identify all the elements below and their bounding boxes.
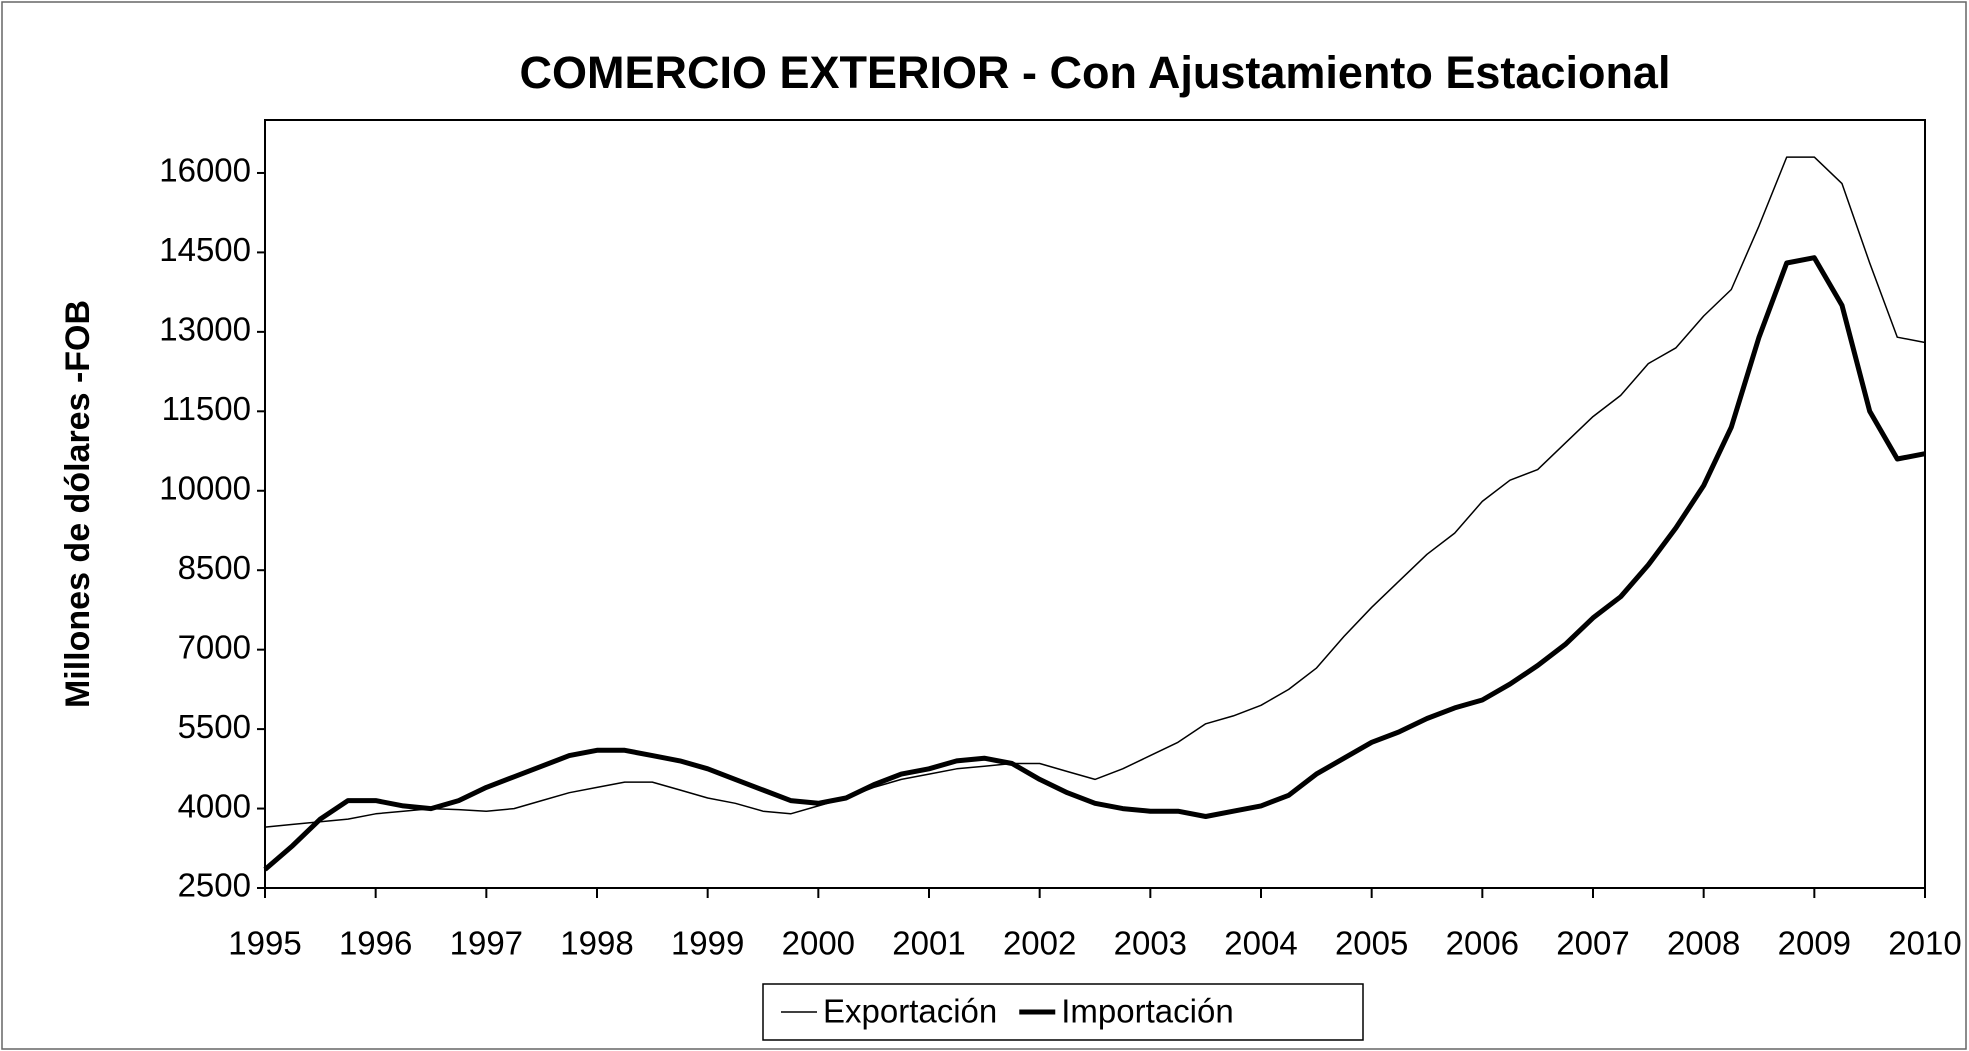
- series-line: [264, 156, 1926, 828]
- chart-title: COMERCIO EXTERIOR - Con Ajustamiento Est…: [520, 47, 1671, 98]
- y-tick-label: 2500: [178, 867, 251, 904]
- x-tick-label: 1998: [560, 925, 633, 962]
- x-tick-label: 1996: [339, 925, 412, 962]
- y-tick-label: 16000: [159, 152, 251, 189]
- y-tick-label: 10000: [159, 469, 251, 506]
- x-tick-label: 2006: [1446, 925, 1519, 962]
- legend-box: [762, 983, 1364, 1041]
- plot-frame: [264, 119, 1926, 889]
- x-tick-label: 2000: [782, 925, 855, 962]
- x-tick-label: 2002: [1003, 925, 1076, 962]
- y-tick-label: 5500: [178, 708, 251, 745]
- series-line: [263, 255, 1926, 872]
- x-tick-label: 2003: [1114, 925, 1187, 962]
- x-tick-label: 2010: [1888, 925, 1961, 962]
- y-tick-label: 13000: [159, 311, 251, 348]
- x-tick-label: 1995: [228, 925, 301, 962]
- x-tick-label: 2004: [1224, 925, 1297, 962]
- y-tick-label: 14500: [159, 231, 251, 268]
- y-axis-label: Millones de dólares -FOB: [59, 300, 97, 708]
- x-tick-label: 2008: [1667, 925, 1740, 962]
- x-tick-label: 1997: [450, 925, 523, 962]
- legend-label: Exportación: [823, 993, 997, 1030]
- x-tick-label: 2001: [892, 925, 965, 962]
- y-tick-label: 7000: [178, 628, 251, 665]
- legend-label: Importación: [1061, 993, 1233, 1030]
- x-tick-label: 2005: [1335, 925, 1408, 962]
- x-tick-label: 1999: [671, 925, 744, 962]
- x-tick-label: 2009: [1778, 925, 1851, 962]
- y-tick-label: 8500: [178, 549, 251, 586]
- y-tick-label: 4000: [178, 787, 251, 824]
- y-tick-label: 11500: [162, 390, 251, 427]
- x-tick-label: 2007: [1556, 925, 1629, 962]
